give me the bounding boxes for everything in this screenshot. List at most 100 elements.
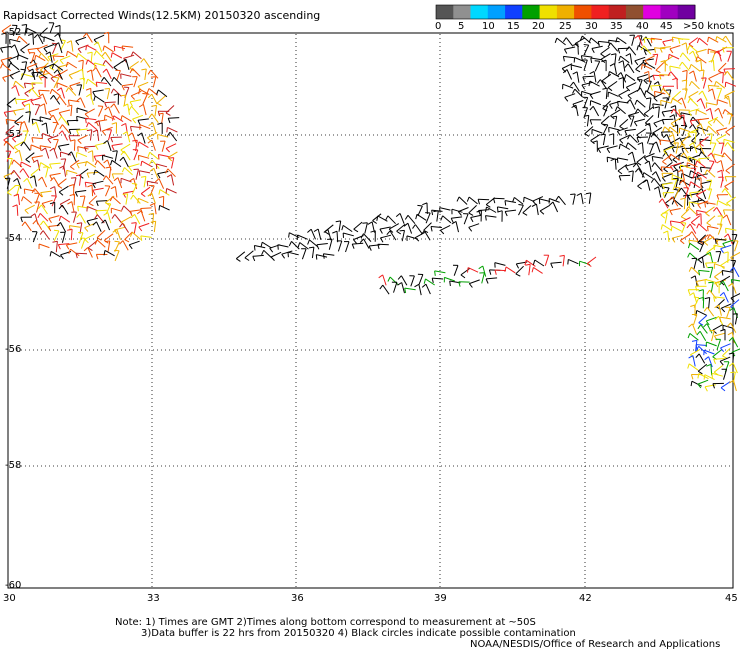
wind-barb (653, 132, 662, 142)
wind-barb (48, 108, 60, 113)
wind-barb (87, 206, 98, 212)
wind-barb (6, 118, 18, 122)
wind-barb (39, 27, 48, 36)
wind-barb (562, 255, 565, 267)
wind-barb (700, 324, 708, 334)
wind-barb-flag (607, 42, 612, 48)
wind-barb (494, 269, 507, 272)
wind-barb (617, 127, 628, 132)
wind-barb (715, 238, 727, 241)
wind-barb (691, 80, 700, 90)
wind-barb-flag (698, 90, 703, 95)
wind-barb (328, 238, 333, 250)
wind-barb (607, 156, 619, 161)
wind-barb (696, 309, 707, 316)
wind-barb-flag (313, 228, 319, 233)
wind-barb-flag (705, 251, 711, 256)
wind-barb-flag (130, 126, 132, 132)
wind-barb-flag (627, 115, 632, 120)
wind-barb-flag (699, 167, 702, 173)
wind-barb-flag (714, 304, 720, 309)
wind-barb (733, 380, 737, 392)
wind-barb (702, 69, 705, 81)
wind-barb (600, 115, 610, 124)
wind-barb (727, 233, 733, 245)
wind-barb (693, 258, 698, 270)
wind-barb-flag (705, 262, 708, 268)
wind-barb (733, 266, 740, 278)
wind-barb-flag (689, 70, 694, 75)
wind-barb (722, 280, 729, 292)
wind-barb-flag (559, 254, 565, 257)
wind-barb (617, 164, 628, 172)
wind-barb (719, 356, 731, 362)
wind-barb (34, 188, 43, 198)
wind-barb-flag (137, 132, 143, 137)
wind-barb-flag (137, 198, 139, 204)
wind-barb (140, 207, 152, 209)
wind-barb (42, 230, 50, 240)
wind-barb-flag (661, 119, 665, 125)
wind-barb-flag (690, 381, 693, 387)
wind-barb-flag (606, 148, 611, 154)
wind-barb (107, 240, 111, 252)
wind-barb-flag (101, 130, 106, 136)
wind-barb (619, 118, 629, 127)
wind-barb (534, 259, 545, 267)
wind-barb-flag (76, 222, 82, 225)
wind-barb-flag (597, 148, 602, 154)
wind-barb (704, 384, 716, 388)
wind-barb-flag (12, 110, 17, 116)
wind-barb (75, 252, 88, 255)
wind-barb-flag (37, 204, 42, 210)
wind-barb (708, 188, 713, 200)
wind-barb-flag (690, 222, 696, 226)
wind-barb-flag (158, 112, 164, 115)
wind-barb-flag (695, 353, 700, 358)
wind-barb-flag (140, 235, 143, 241)
wind-barb (660, 46, 672, 49)
wind-barb-flag (697, 119, 701, 125)
wind-barb-flag (167, 157, 173, 162)
wind-barb-flag (58, 130, 63, 135)
wind-barb-flag (94, 160, 98, 166)
wind-barb (693, 70, 697, 82)
wind-barb (564, 93, 576, 98)
wind-barb (16, 204, 19, 216)
wind-barb (147, 132, 158, 139)
wind-barb-flag (377, 244, 380, 250)
wind-barb (673, 161, 684, 167)
wind-barb (717, 99, 728, 104)
wind-barb (410, 275, 415, 287)
wind-barb-flag (713, 359, 716, 364)
wind-barb-flag (32, 159, 38, 163)
scale-swatch (643, 5, 661, 19)
wind-barb-flag (723, 95, 729, 99)
wind-barb (0, 56, 12, 61)
wind-barb-flag (718, 71, 724, 74)
wind-barb-flag (661, 173, 664, 179)
wind-barb-flag (70, 166, 75, 171)
wind-barb (14, 115, 24, 123)
wind-barb (614, 158, 617, 170)
scale-swatch (574, 5, 592, 19)
wind-barb-flag (703, 307, 708, 312)
wind-barb (532, 196, 544, 202)
wind-barb-flag (670, 226, 673, 232)
wind-barb (716, 134, 727, 141)
wind-barb-flag (636, 161, 642, 166)
wind-barb-flag (625, 86, 631, 92)
wind-barb-flag (584, 133, 590, 137)
wind-barb-flag (704, 297, 710, 300)
wind-barb-flag (730, 371, 736, 374)
wind-barb-flag (555, 195, 560, 201)
wind-barb (674, 187, 681, 199)
wind-barb-flag (726, 202, 731, 207)
wind-barb (150, 69, 159, 79)
wind-barb-flag (1, 30, 7, 35)
wind-barb (86, 160, 97, 168)
scale-label-15: 15 (507, 21, 520, 32)
wind-barb-flag (732, 313, 738, 315)
wind-barb-flag (20, 68, 26, 71)
wind-barb (588, 192, 592, 204)
